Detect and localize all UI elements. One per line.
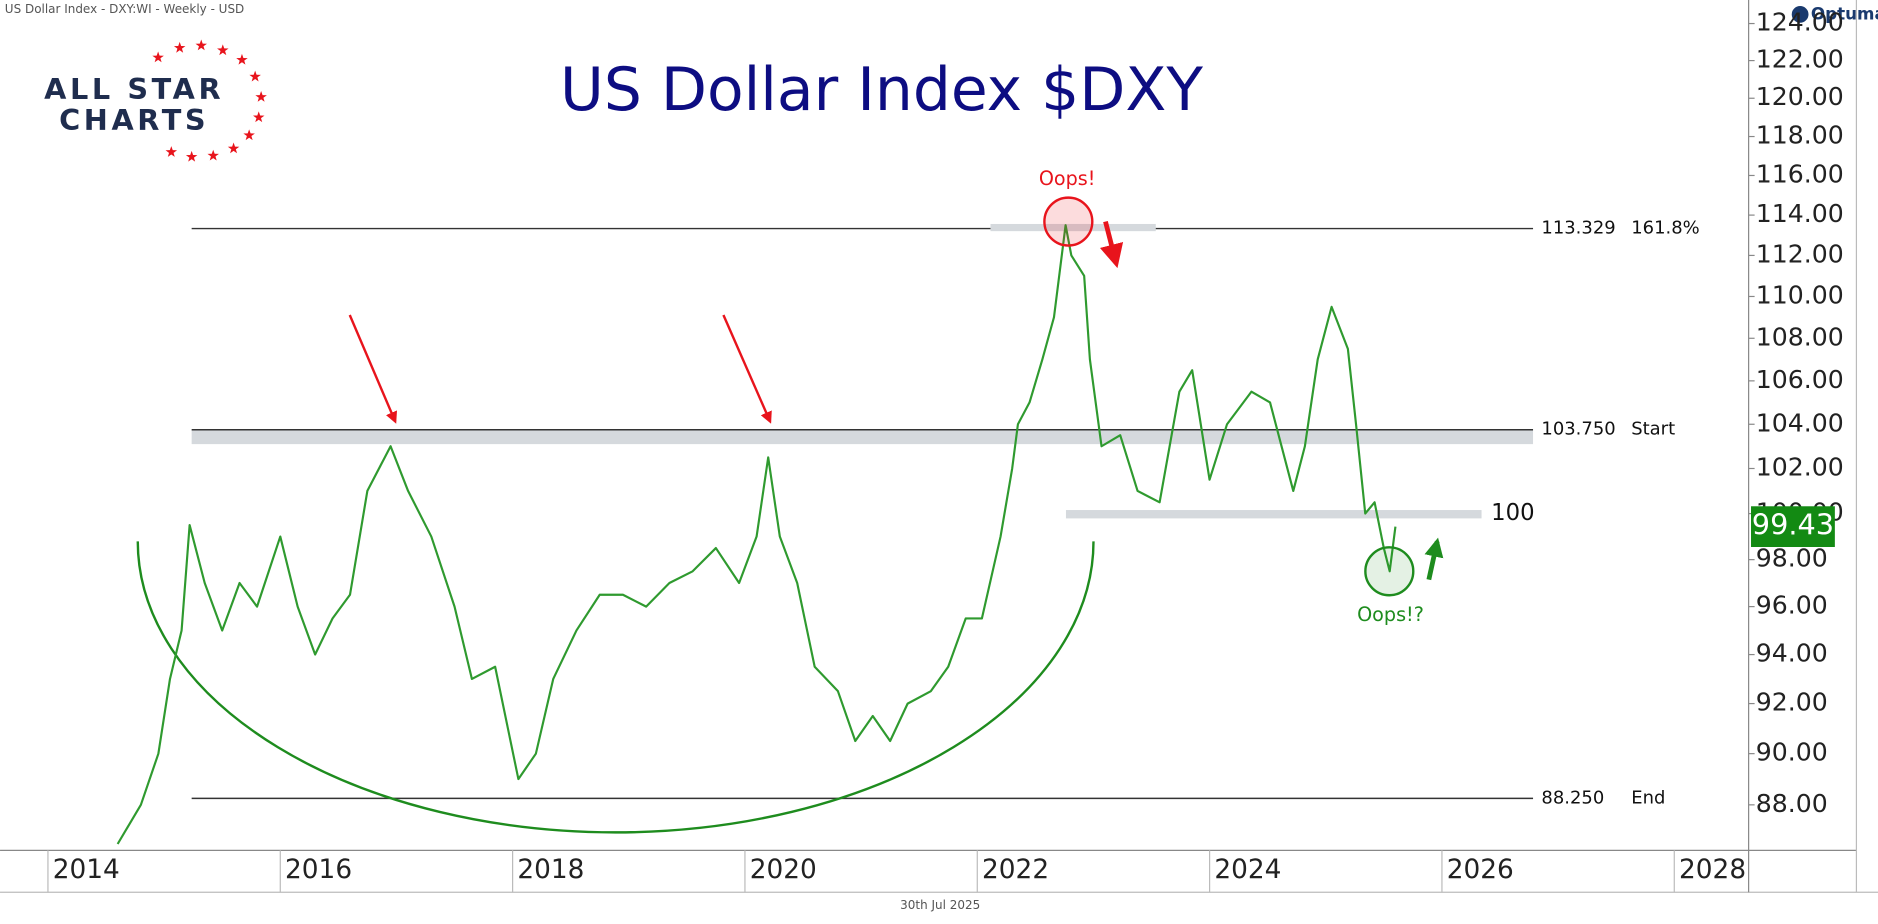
level-tag: 161.8% bbox=[1631, 218, 1699, 239]
x-tick-label: 2024 bbox=[1214, 855, 1281, 885]
logo-text: ALL STAR bbox=[44, 72, 224, 106]
annotation: Oops! bbox=[1039, 167, 1096, 190]
level-label: 103.750 bbox=[1541, 419, 1615, 440]
y-tick-label: 102.00 bbox=[1756, 452, 1844, 481]
y-tick-label: 92.00 bbox=[1756, 688, 1828, 717]
annotation: Oops!? bbox=[1357, 603, 1424, 626]
y-tick-label: 94.00 bbox=[1756, 639, 1828, 668]
x-tick-label: 2026 bbox=[1447, 855, 1514, 885]
arrow bbox=[1099, 220, 1124, 269]
x-tick-label: 2016 bbox=[285, 855, 352, 885]
y-tick-label: 116.00 bbox=[1756, 159, 1844, 188]
arrow bbox=[348, 314, 398, 424]
y-tick-label: 112.00 bbox=[1756, 239, 1844, 268]
x-tick-label: 2018 bbox=[517, 855, 584, 885]
level-label: 88.250 bbox=[1541, 787, 1604, 808]
plot-layer bbox=[191, 227, 1534, 800]
y-tick-label: 110.00 bbox=[1756, 280, 1844, 309]
x-tick-label: 2020 bbox=[750, 855, 817, 885]
y-tick-label: 88.00 bbox=[1756, 789, 1828, 818]
level-tag: End bbox=[1631, 787, 1665, 808]
y-tick-label: 106.00 bbox=[1756, 365, 1844, 394]
y-tick-label: 104.00 bbox=[1756, 408, 1844, 437]
level-band bbox=[1065, 510, 1482, 519]
y-tick-label: 120.00 bbox=[1756, 82, 1844, 111]
chart-title: US Dollar Index $DXY bbox=[560, 55, 1203, 125]
brand: Optuma bbox=[1811, 3, 1878, 23]
level-tag: Start bbox=[1631, 419, 1675, 440]
last-value-label: 99.43 bbox=[1752, 508, 1834, 542]
data-layer bbox=[116, 224, 1397, 845]
resistance-band bbox=[990, 223, 1156, 232]
x-tick-label: 2028 bbox=[1679, 855, 1746, 885]
brand-icon bbox=[1791, 5, 1809, 23]
arrow bbox=[1424, 537, 1444, 581]
y-tick-label: 124.00 bbox=[1756, 8, 1844, 37]
level-band bbox=[191, 429, 1534, 445]
y-tick-label: 90.00 bbox=[1756, 738, 1828, 767]
level-label: 100 bbox=[1491, 500, 1534, 526]
y-tick-label: 122.00 bbox=[1756, 45, 1844, 74]
arrow bbox=[722, 314, 772, 424]
logo-text: CHARTS bbox=[59, 103, 209, 137]
y-tick-label: 96.00 bbox=[1756, 591, 1828, 620]
base-arc bbox=[136, 541, 1095, 834]
header: US Dollar Index - DXY:WI - Weekly - USD bbox=[5, 2, 244, 16]
y-tick-label: 118.00 bbox=[1756, 121, 1844, 150]
x-tick-label: 2014 bbox=[53, 855, 120, 885]
x-tick-label: 2022 bbox=[982, 855, 1049, 885]
level-label: 113.329 bbox=[1541, 218, 1615, 239]
price-line bbox=[116, 224, 1397, 845]
footer: 30th Jul 2025 bbox=[900, 898, 980, 912]
y-tick-label: 98.00 bbox=[1756, 544, 1828, 573]
last-value-box bbox=[1751, 506, 1835, 547]
logo: ALL STAR CHARTS bbox=[44, 39, 267, 162]
highlight-circle bbox=[1364, 546, 1415, 597]
highlight-circle bbox=[1043, 196, 1094, 247]
y-tick-label: 114.00 bbox=[1756, 199, 1844, 228]
y-tick-label: 108.00 bbox=[1756, 322, 1844, 351]
